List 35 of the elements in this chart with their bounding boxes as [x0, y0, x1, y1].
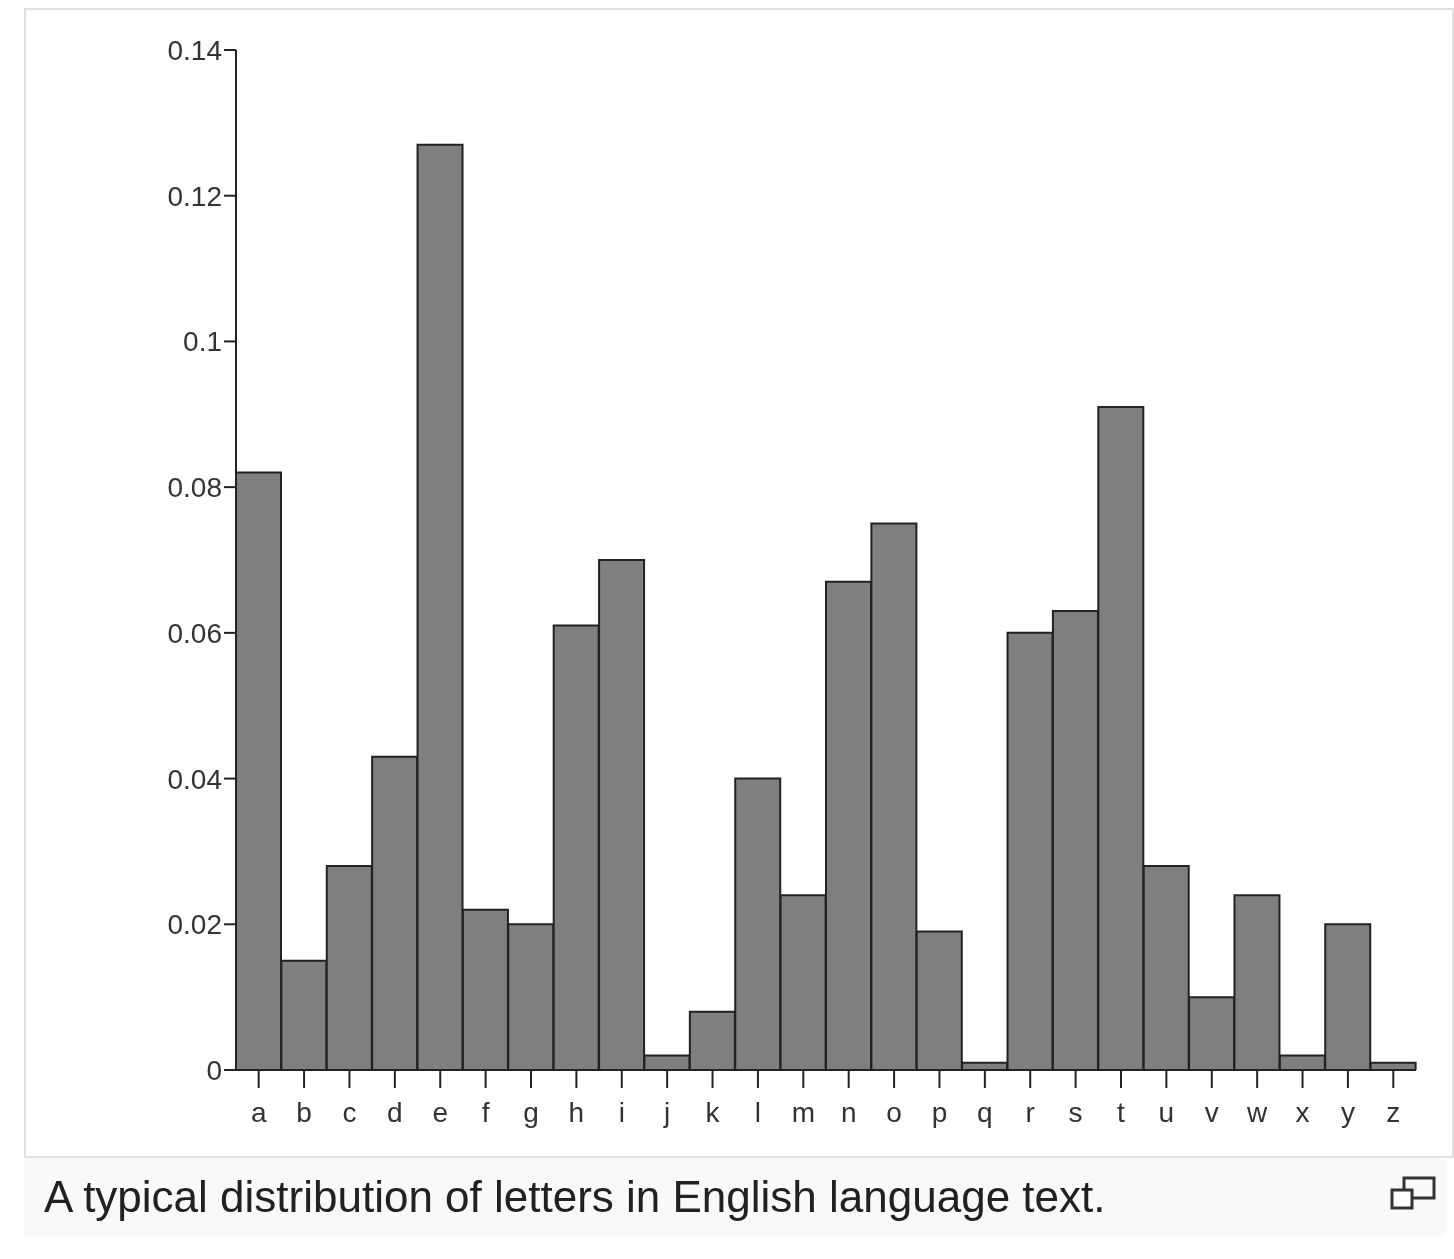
x-tick-label: o — [886, 1096, 902, 1128]
x-tick-label: s — [1068, 1096, 1083, 1128]
x-tick-label: i — [618, 1096, 625, 1128]
x-tick-label: r — [1025, 1096, 1035, 1128]
x-tick-label: z — [1386, 1096, 1401, 1128]
x-tick-label: e — [432, 1096, 449, 1128]
x-tick-label: q — [977, 1096, 993, 1128]
x-tick-label: t — [1117, 1096, 1126, 1128]
y-tick-label: 0.06 — [167, 617, 222, 649]
y-tick-label: 0.02 — [167, 909, 222, 941]
y-tick-label: 0.08 — [167, 472, 222, 504]
y-tick-label: 0.14 — [167, 34, 222, 66]
x-tick-label: j — [663, 1096, 671, 1128]
x-tick-label: y — [1340, 1096, 1355, 1128]
x-tick-label: n — [840, 1096, 857, 1128]
x-tick-label: k — [705, 1096, 721, 1128]
y-tick-label: 0.12 — [167, 180, 222, 212]
x-tick-label: w — [1246, 1096, 1269, 1128]
y-tick-label: 0.1 — [183, 326, 222, 358]
text: A typical distribution of letters in English language text. — [44, 1172, 1107, 1222]
x-tick-label: a — [250, 1096, 267, 1128]
y-tick-label: 0 — [206, 1054, 222, 1086]
x-tick-label: u — [1158, 1096, 1175, 1128]
x-tick-label: g — [523, 1096, 539, 1128]
x-tick-label: d — [387, 1096, 403, 1128]
x-tick-label: b — [296, 1096, 312, 1128]
x-tick-label: h — [568, 1096, 585, 1128]
x-tick-label: v — [1204, 1096, 1219, 1128]
y-tick-label: 0.04 — [167, 763, 222, 795]
x-tick-label: x — [1295, 1096, 1310, 1128]
x-tick-label: p — [931, 1096, 948, 1128]
x-tick-label: m — [791, 1096, 815, 1128]
x-tick-label: c — [342, 1096, 357, 1128]
x-tick-label: f — [481, 1096, 490, 1128]
x-tick-label: l — [754, 1096, 762, 1128]
